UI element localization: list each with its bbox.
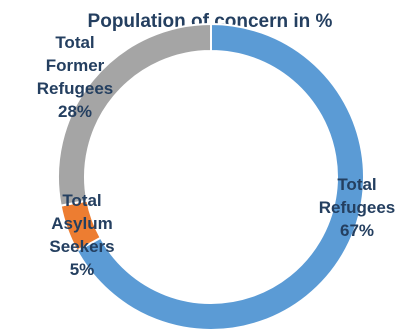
label-line: Former <box>46 56 105 75</box>
label-line: Refugees <box>319 198 396 217</box>
label-line: Asylum <box>51 214 112 233</box>
label-total-former-refugees: Total Former Refugees 28% <box>37 33 114 121</box>
label-line: Total <box>337 175 376 194</box>
label-total-refugees: Total Refugees 67% <box>319 175 396 240</box>
label-line: 67% <box>340 221 374 240</box>
label-line: 5% <box>70 260 95 279</box>
label-line: Refugees <box>37 79 114 98</box>
label-total-asylum-seekers: Total Asylum Seekers 5% <box>49 191 114 279</box>
slice-total-refugees <box>75 22 365 329</box>
label-line: Seekers <box>49 237 114 256</box>
slice-total-former-refugees <box>57 22 212 207</box>
label-line: 28% <box>58 102 92 121</box>
donut-slices <box>57 22 365 329</box>
label-line: Total <box>62 191 101 210</box>
chart-title: Population of concern in % <box>88 11 333 32</box>
slice-labels: Total Refugees 67%Total Asylum Seekers 5%Tota… <box>37 33 396 279</box>
label-line: Total <box>55 33 94 52</box>
